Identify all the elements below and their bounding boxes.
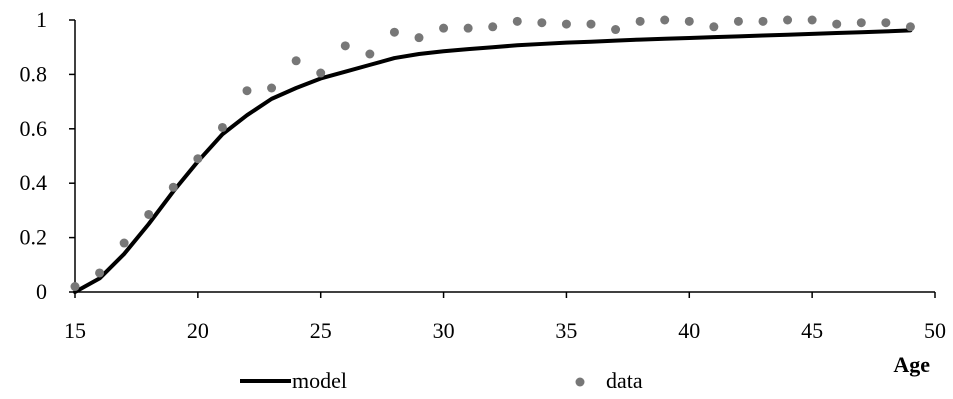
legend: model data — [240, 368, 643, 393]
data-point — [832, 19, 842, 29]
x-tick-label: 25 — [310, 318, 332, 343]
data-point — [660, 15, 670, 25]
data-point — [537, 18, 547, 28]
data-point — [561, 19, 571, 29]
series-line-model — [73, 28, 913, 294]
data-point — [439, 23, 449, 33]
data-point — [340, 41, 350, 51]
data-point — [905, 22, 915, 32]
data-point — [365, 49, 375, 59]
x-axis-title: Age — [893, 352, 930, 377]
data-point — [242, 86, 252, 96]
data-point — [144, 209, 154, 219]
x-tick-label: 45 — [801, 318, 823, 343]
data-point — [684, 16, 694, 26]
data-point — [783, 15, 793, 25]
data-point — [291, 56, 301, 66]
legend-label-model: model — [292, 368, 347, 393]
data-point — [488, 22, 498, 32]
data-point — [635, 16, 645, 26]
x-tick-label: 40 — [678, 318, 700, 343]
tick-labels: 0 0.2 0.4 0.6 0.8 1 15 20 25 30 35 40 45 50 — [20, 7, 947, 343]
data-point — [733, 16, 743, 26]
y-tick-label: 0.2 — [20, 225, 48, 250]
data-point — [389, 27, 399, 37]
legend-label-data: data — [606, 368, 643, 393]
data-point — [807, 15, 817, 25]
data-point — [95, 268, 105, 278]
data-point — [168, 182, 178, 192]
y-tick-label: 0 — [36, 279, 47, 304]
data-point — [70, 282, 80, 292]
x-tick-label: 50 — [924, 318, 946, 343]
data-point — [611, 25, 621, 35]
axes — [69, 19, 936, 298]
data-point — [856, 18, 866, 28]
data-point — [193, 154, 203, 164]
data-point — [316, 68, 326, 78]
data-point — [267, 83, 277, 93]
data-point — [512, 16, 522, 26]
legend-point-swatch — [575, 377, 585, 387]
data-point — [709, 22, 719, 32]
y-tick-label: 0.4 — [20, 170, 48, 195]
y-tick-label: 0.8 — [20, 61, 48, 86]
data-point — [586, 19, 596, 29]
x-tick-label: 30 — [433, 318, 455, 343]
series-points-data — [70, 15, 915, 292]
data-point — [414, 33, 424, 43]
data-point — [217, 122, 227, 132]
x-tick-label: 15 — [64, 318, 86, 343]
data-point — [758, 16, 768, 26]
x-tick-label: 20 — [187, 318, 209, 343]
x-tick-label: 35 — [555, 318, 577, 343]
data-point — [463, 23, 473, 33]
y-tick-label: 1 — [36, 7, 47, 32]
data-point — [119, 238, 129, 248]
series — [70, 15, 915, 294]
y-tick-label: 0.6 — [20, 116, 48, 141]
data-point — [881, 18, 891, 28]
